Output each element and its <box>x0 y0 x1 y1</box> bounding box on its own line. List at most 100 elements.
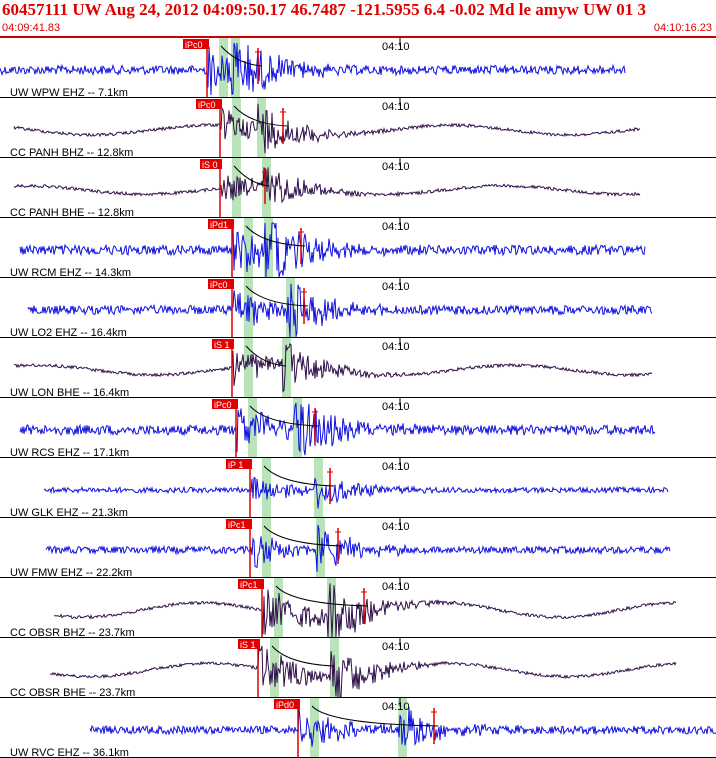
arrival-curve <box>245 345 287 367</box>
pick-box <box>212 399 238 409</box>
trace-panel: 04:10 iPc1 CC OBSR BHZ -- 23.7km <box>0 578 716 639</box>
waveform <box>19 222 646 278</box>
station-label: CC PANH BHZ -- 12.8km <box>10 147 133 159</box>
pick-box <box>274 699 300 709</box>
pick-label: iS 1 <box>240 640 256 650</box>
pick-label: iPd1 <box>210 220 228 230</box>
pick-box <box>208 219 234 229</box>
trace-panel: 04:10 iPc0 CC PANH BHZ -- 12.8km <box>0 98 716 159</box>
time-mark-label: 04:10 <box>382 101 410 113</box>
trace-panels: 04:10 iPc0 UW WPW EHZ -- 7.1km 04:10 iPc0 CC … <box>0 38 716 758</box>
arrival-curve <box>263 465 335 487</box>
pick-label: iP 1 <box>228 460 243 470</box>
seismogram-stack: 04:10 iPc0 UW WPW EHZ -- 7.1km 04:10 iPc0 CC … <box>0 38 716 758</box>
waveform <box>49 645 677 698</box>
window-band <box>282 338 291 398</box>
station-label: UW FMW EHZ -- 22.2km <box>10 567 132 579</box>
arrival-curve <box>233 105 288 127</box>
waveform <box>89 707 716 747</box>
arrival-curve <box>249 405 320 427</box>
time-mark-label: 04:10 <box>382 701 410 713</box>
header-divider <box>0 36 716 38</box>
pick-box <box>238 579 264 589</box>
window-band <box>314 458 323 518</box>
pick-box <box>238 639 260 649</box>
event-title: 60457111 UW Aug 24, 2012 04:09:50.17 46.… <box>2 0 646 19</box>
pick-label: iPc0 <box>185 40 203 50</box>
arrival-curve <box>245 225 306 247</box>
pick-box <box>183 39 209 49</box>
window-band <box>310 698 319 758</box>
time-mark-label: 04:10 <box>382 401 410 413</box>
station-label: CC PANH BHE -- 12.8km <box>10 207 134 219</box>
waveform <box>54 583 677 638</box>
window-band <box>244 338 253 398</box>
pick-box <box>196 99 222 109</box>
trace-panel: 04:10 iPd1 UW RCM EHZ -- 14.3km <box>0 218 716 279</box>
waveform <box>45 524 671 572</box>
arrival-curve <box>263 525 343 547</box>
pick-box <box>226 459 252 469</box>
window-band <box>231 38 240 98</box>
time-mark-label: 04:10 <box>382 641 410 653</box>
arrival-curve <box>271 645 335 667</box>
time-mark-label: 04:10 <box>382 221 410 233</box>
pick-box <box>208 279 234 289</box>
pick-box <box>226 519 252 529</box>
window-band <box>244 218 253 278</box>
waveform <box>13 343 653 393</box>
station-label: CC OBSR BHE -- 23.7km <box>10 687 135 699</box>
station-label: UW GLK EHZ -- 21.3km <box>10 507 128 519</box>
waveform <box>13 167 641 204</box>
trace-panel: 04:10 iPc0 UW RCS EHZ -- 17.1km <box>0 398 716 459</box>
time-mark-label: 04:10 <box>382 521 410 533</box>
window-band <box>327 578 336 638</box>
trace-panel: 04:10 iP 1 UW GLK EHZ -- 21.3km <box>0 458 716 519</box>
window-band <box>316 518 325 578</box>
time-mark-label: 04:10 <box>382 341 410 353</box>
waveform <box>13 103 641 154</box>
station-label: UW RCM EHZ -- 14.3km <box>10 267 131 279</box>
waveform <box>43 476 669 509</box>
arrival-curve <box>245 285 309 307</box>
trace-panel: 04:10 iPc0 UW WPW EHZ -- 7.1km <box>0 38 716 99</box>
trace-panel: 04:10 iPd0 UW RVC EHZ -- 36.1km <box>0 698 716 758</box>
window-band <box>274 578 283 638</box>
start-time: 04:09:41.83 <box>2 22 61 34</box>
window-band <box>398 698 407 758</box>
waveform <box>0 42 626 96</box>
station-label: CC OBSR BHZ -- 23.7km <box>10 627 135 639</box>
station-label: UW RVC EHZ -- 36.1km <box>10 747 129 758</box>
pick-label: iPc0 <box>198 100 216 110</box>
station-label: UW RCS EHZ -- 17.1km <box>10 447 129 459</box>
event-header: 60457111 UW Aug 24, 2012 04:09:50.17 46.… <box>0 0 716 38</box>
pick-label: iPc1 <box>228 520 246 530</box>
trace-panel: 04:10 iPc1 UW FMW EHZ -- 22.2km <box>0 518 716 579</box>
time-mark-label: 04:10 <box>382 161 410 173</box>
trace-panel: 04:10 iS 1 UW LON BHE -- 16.4km <box>0 338 716 399</box>
time-mark-label: 04:10 <box>382 461 410 473</box>
time-mark-label: 04:10 <box>382 281 410 293</box>
station-label: UW LON BHE -- 16.4km <box>10 387 129 399</box>
trace-panel: 04:10 iPc0 UW LO2 EHZ -- 16.4km <box>0 278 716 339</box>
pick-label: iPc0 <box>210 280 228 290</box>
window-band <box>248 398 257 458</box>
pick-box <box>212 339 234 349</box>
trace-panel: 04:10 iS 1 CC OBSR BHE -- 23.7km <box>0 638 716 699</box>
pick-label: iS 1 <box>214 340 230 350</box>
pick-label: iPc0 <box>214 400 232 410</box>
arrival-curve <box>220 45 263 67</box>
arrival-curve <box>275 585 369 607</box>
station-label: UW WPW EHZ -- 7.1km <box>10 87 128 99</box>
window-band <box>264 218 273 278</box>
window-band <box>293 398 302 458</box>
end-time: 04:10:16.23 <box>653 22 712 34</box>
waveform <box>19 402 656 456</box>
arrival-curve <box>311 705 439 727</box>
station-label: UW LO2 EHZ -- 16.4km <box>10 327 127 339</box>
time-mark-label: 04:10 <box>382 581 410 593</box>
pick-label: iS 0 <box>202 160 218 170</box>
trace-panel: 04:10 iS 0 CC PANH BHE -- 12.8km <box>0 158 716 219</box>
pick-label: iPd0 <box>276 700 294 710</box>
waveform <box>27 283 653 338</box>
